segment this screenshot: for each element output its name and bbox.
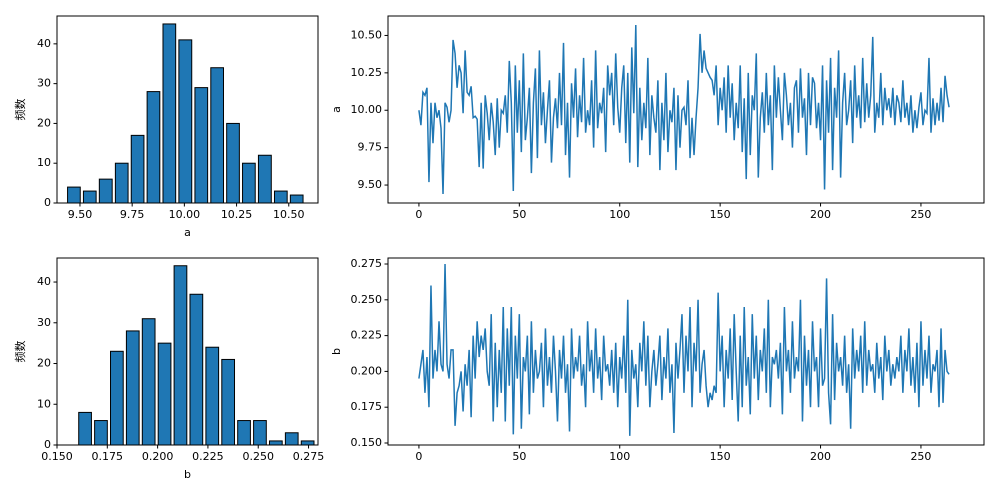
bar xyxy=(257,154,272,204)
x-tick-label: 10.00 xyxy=(169,208,201,221)
bar xyxy=(98,178,113,204)
x-tick-label: 0.225 xyxy=(192,450,224,463)
x-tick-label: 50 xyxy=(512,208,526,221)
y-tick-label: 9.50 xyxy=(358,178,383,191)
x-tick-label: 200 xyxy=(810,208,831,221)
y-tick-label: 0 xyxy=(44,196,51,209)
y-tick-label: 40 xyxy=(37,275,51,288)
y-tick-label: 0.250 xyxy=(351,293,383,306)
x-axis-label: a xyxy=(184,226,191,239)
y-tick-label: 0.175 xyxy=(351,400,383,413)
y-tick-label: 10 xyxy=(37,397,51,410)
bar xyxy=(221,358,236,446)
x-tick-label: 150 xyxy=(710,450,731,463)
y-axis-label: a xyxy=(330,106,343,113)
bar xyxy=(205,346,220,446)
x-axis-label: b xyxy=(184,468,191,481)
x-tick-label: 200 xyxy=(810,450,831,463)
line xyxy=(418,24,950,195)
bar xyxy=(253,420,267,446)
x-tick-label: 10.50 xyxy=(273,208,305,221)
bar xyxy=(146,91,161,204)
y-tick-label: 10.00 xyxy=(351,103,383,116)
bar xyxy=(67,186,81,204)
bar xyxy=(268,440,283,446)
x-tick-label: 250 xyxy=(910,450,931,463)
bar xyxy=(125,330,140,446)
y-tick-label: 30 xyxy=(37,316,51,329)
axes-frame xyxy=(56,257,319,446)
bar xyxy=(289,194,304,204)
y-tick-label: 0.150 xyxy=(351,436,383,449)
y-tick-label: 0.275 xyxy=(351,257,383,270)
y-axis-label: 频数 xyxy=(13,341,27,363)
bar xyxy=(162,23,177,204)
x-tick-label: 100 xyxy=(609,450,630,463)
bar xyxy=(157,342,172,446)
x-tick-label: 50 xyxy=(512,450,526,463)
bar xyxy=(237,420,251,446)
y-tick-label: 20 xyxy=(37,357,51,370)
y-tick-label: 10 xyxy=(37,156,51,169)
bar xyxy=(173,265,188,446)
y-tick-label: 0 xyxy=(44,438,51,451)
y-tick-label: 9.75 xyxy=(358,141,383,154)
x-tick-label: 150 xyxy=(710,208,731,221)
bar xyxy=(78,411,92,446)
x-tick-label: 9.75 xyxy=(120,208,145,221)
x-tick-label: 0.250 xyxy=(242,450,274,463)
x-tick-label: 0 xyxy=(415,450,422,463)
y-axis-label: b xyxy=(330,348,343,355)
x-tick-label: 0.200 xyxy=(142,450,174,463)
x-tick-label: 0.150 xyxy=(41,450,73,463)
bar xyxy=(82,190,97,204)
y-tick-label: 10.50 xyxy=(351,28,383,41)
axes-frame xyxy=(387,257,985,446)
bar xyxy=(273,190,288,204)
bar xyxy=(210,67,224,204)
bar xyxy=(189,293,204,446)
bar xyxy=(194,87,209,204)
y-axis-label: 频数 xyxy=(13,99,27,121)
bar xyxy=(130,134,145,204)
x-tick-label: 9.50 xyxy=(68,208,93,221)
bar xyxy=(141,318,156,446)
bar xyxy=(114,162,129,204)
bar xyxy=(226,122,240,204)
bar xyxy=(242,162,256,204)
bar xyxy=(178,39,193,204)
axes-frame xyxy=(387,15,985,204)
y-tick-label: 10.25 xyxy=(351,66,383,79)
y-tick-label: 40 xyxy=(37,37,51,50)
x-tick-label: 10.25 xyxy=(221,208,253,221)
bar xyxy=(284,432,299,446)
bar xyxy=(300,440,315,446)
y-tick-label: 30 xyxy=(37,77,51,90)
x-tick-label: 0.175 xyxy=(92,450,124,463)
y-tick-label: 20 xyxy=(37,116,51,129)
axes-frame xyxy=(56,15,319,204)
x-tick-label: 100 xyxy=(609,208,630,221)
y-tick-label: 0.225 xyxy=(351,329,383,342)
x-tick-label: 0.275 xyxy=(293,450,325,463)
y-tick-label: 0.200 xyxy=(351,364,383,377)
bar xyxy=(94,420,108,446)
x-tick-label: 0 xyxy=(415,208,422,221)
x-tick-label: 250 xyxy=(910,208,931,221)
bar xyxy=(110,350,124,446)
line xyxy=(418,263,950,436)
